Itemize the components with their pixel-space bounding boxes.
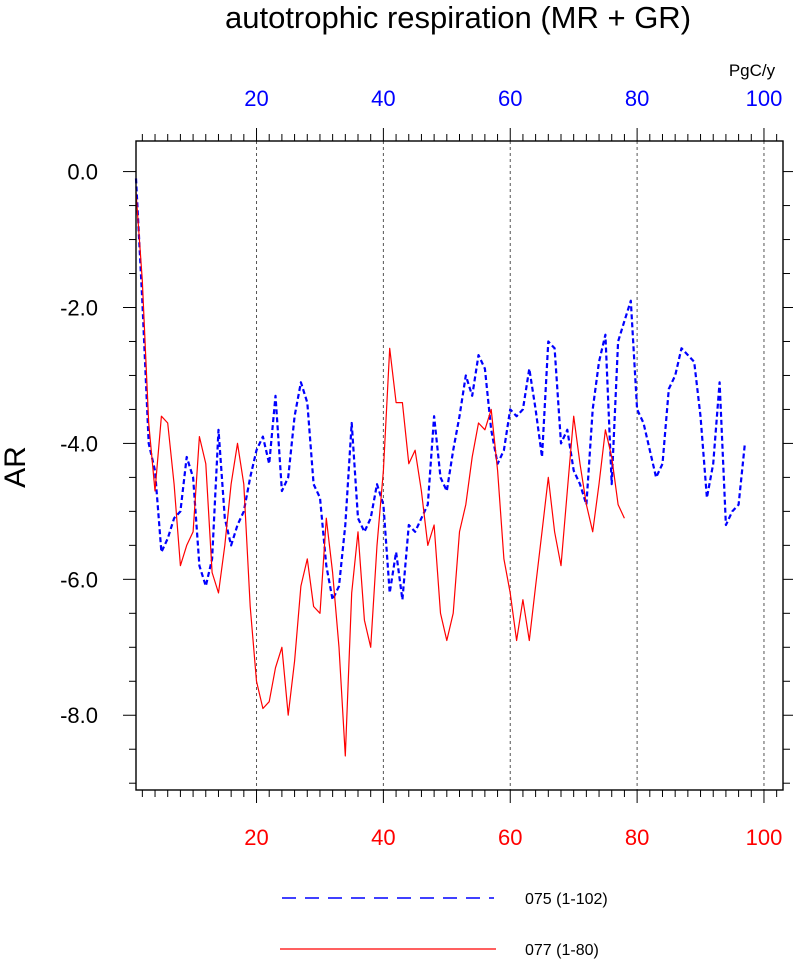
y-tick-label: 0.0 [67, 160, 98, 185]
bottom-tick-label: 100 [746, 825, 783, 850]
bottom-tick-label: 20 [244, 825, 268, 850]
top-tick-label: 80 [625, 86, 649, 111]
series-line-075 [134, 178, 746, 601]
plot-frame [135, 140, 784, 791]
axes: 20 40 60 80 100 20 40 60 80 100 0.0 -2.0 -4.0 -6.0 -8.… [60, 86, 793, 850]
grid-lines [256, 141, 765, 790]
top-tick-label: 20 [244, 86, 268, 111]
legend-label-075: 075 (1-102) [525, 891, 608, 908]
bottom-tick-label: 60 [498, 825, 522, 850]
y-tick-label: -8.0 [60, 703, 98, 728]
y-axis-label: AR [0, 446, 32, 488]
top-tick-label: 60 [498, 86, 522, 111]
y-tick-label: -4.0 [60, 431, 98, 456]
bottom-tick-label: 40 [371, 825, 395, 850]
legend-label-077: 077 (1-80) [525, 942, 599, 959]
chart-title: autotrophic respiration (MR + GR) [225, 0, 691, 35]
units-label: PgC/y [729, 61, 776, 80]
bottom-tick-label: 80 [625, 825, 649, 850]
series-lines [134, 178, 746, 757]
y-tick-label: -2.0 [60, 295, 98, 320]
y-tick-label: -6.0 [60, 567, 98, 592]
top-tick-label: 100 [746, 86, 783, 111]
legend: 075 (1-102) 077 (1-80) [280, 891, 608, 959]
series-line-077 [135, 191, 625, 757]
top-tick-label: 40 [371, 86, 395, 111]
